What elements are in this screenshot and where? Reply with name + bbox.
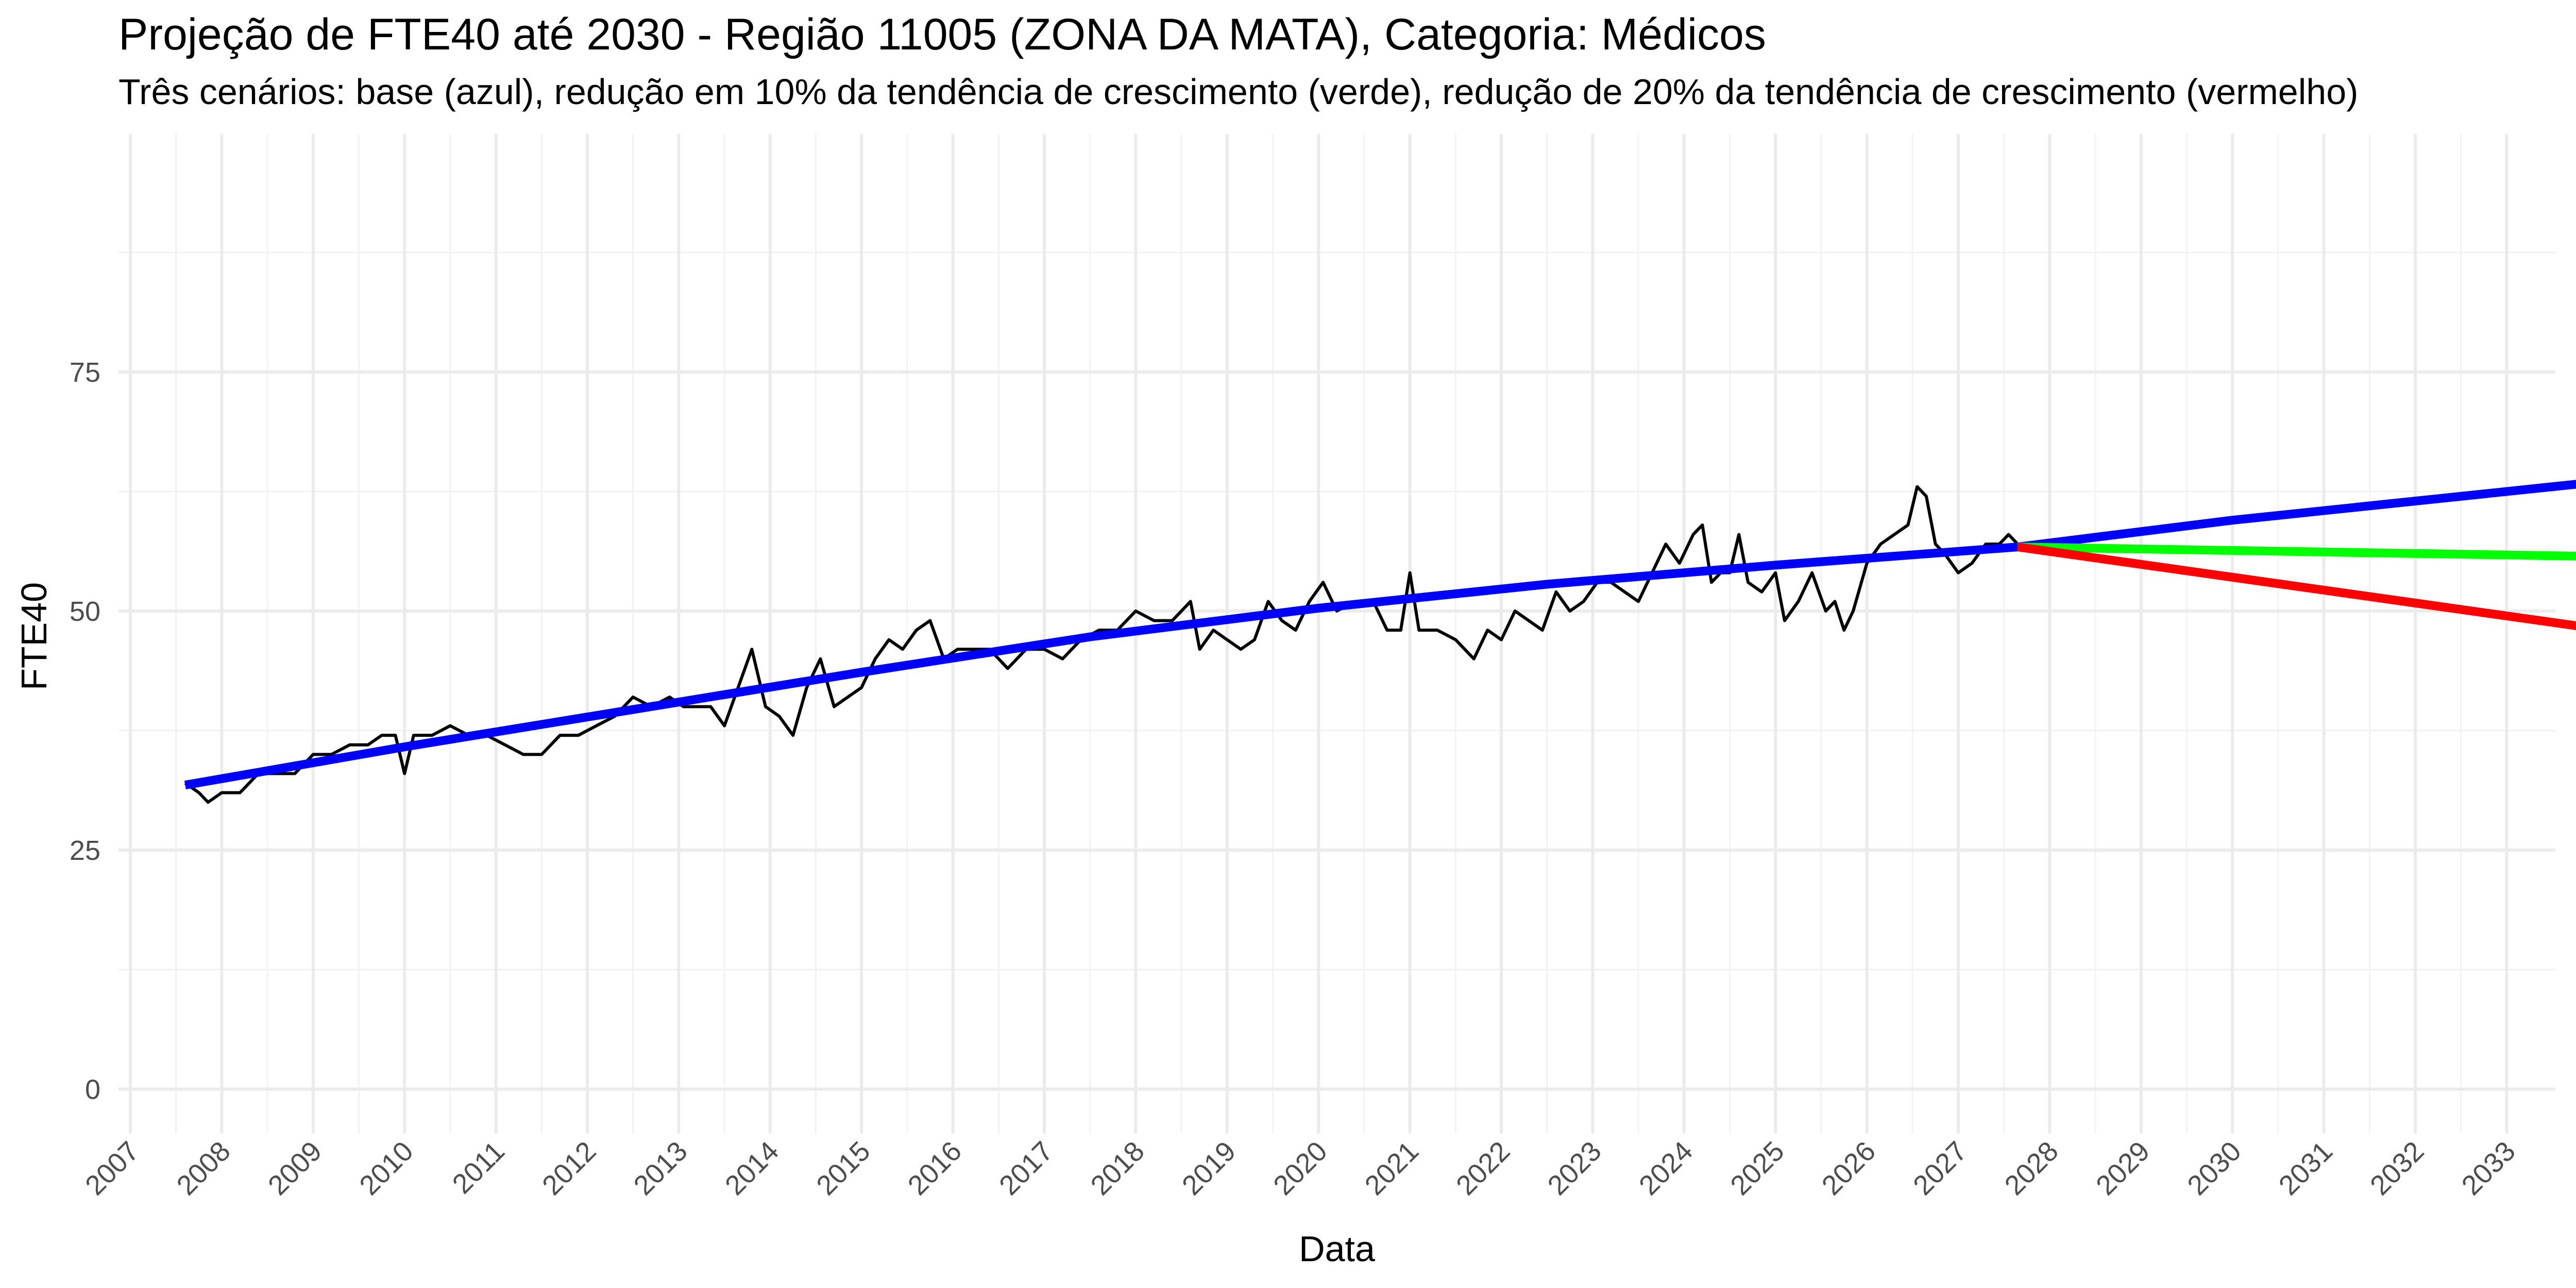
series-line-1 [184, 485, 2019, 804]
series-line-2 [184, 480, 2576, 790]
x-tick-label: 2025 [1724, 1136, 1790, 1201]
x-tick-label: 2028 [1999, 1136, 2064, 1201]
x-axis-title: Data [1299, 1229, 1375, 1269]
x-tick-label: 2009 [262, 1136, 328, 1201]
x-tick-label: 2024 [1633, 1136, 1699, 1201]
x-tick-label: 2007 [79, 1136, 145, 1201]
x-tick-label: 2010 [353, 1136, 419, 1201]
series-line-3 [2018, 543, 2576, 561]
y-tick-label: 25 [70, 835, 100, 866]
x-axis: 2007 2008 2009 2010 2011 2012 2013 2014 2015 2016… [79, 1136, 2521, 1201]
x-tick-label: 2013 [628, 1136, 693, 1201]
x-tick-label: 2031 [2273, 1136, 2338, 1201]
x-tick-label: 2014 [719, 1136, 785, 1201]
x-tick-label: 2022 [1450, 1136, 1516, 1201]
series-layer [184, 480, 2576, 804]
x-tick-label: 2030 [2181, 1136, 2247, 1201]
x-tick-label: 2029 [2090, 1136, 2156, 1201]
x-tick-label: 2019 [1176, 1136, 1242, 1201]
x-tick-label: 2021 [1359, 1136, 1425, 1201]
x-tick-label: 2012 [536, 1136, 602, 1201]
y-axis: 0 25 50 75 [70, 357, 100, 1105]
x-tick-label: 2015 [810, 1136, 876, 1201]
series-line-4 [2017, 543, 2576, 631]
y-tick-label: 0 [85, 1074, 100, 1105]
grid [118, 134, 2555, 1133]
x-tick-label: 2032 [2364, 1136, 2430, 1201]
x-tick-label: 2018 [1085, 1136, 1150, 1201]
x-tick-label: 2026 [1816, 1136, 1882, 1201]
x-tick-label: 2016 [902, 1136, 968, 1201]
chart-title: Projeção de FTE40 até 2030 - Região 1100… [118, 10, 1766, 59]
x-tick-label: 2008 [171, 1136, 236, 1201]
x-tick-label: 2033 [2456, 1136, 2521, 1201]
x-tick-label: 2011 [447, 1136, 511, 1200]
chart-subtitle: Três cenários: base (azul), redução em 1… [118, 72, 2359, 112]
x-tick-label: 2027 [1907, 1136, 1973, 1201]
x-tick-label: 2020 [1267, 1136, 1333, 1201]
y-tick-label: 50 [70, 596, 100, 627]
y-axis-title: FTE40 [14, 582, 54, 690]
x-tick-label: 2023 [1542, 1136, 1607, 1201]
y-tick-label: 75 [70, 357, 100, 388]
x-tick-label: 2017 [993, 1136, 1059, 1201]
